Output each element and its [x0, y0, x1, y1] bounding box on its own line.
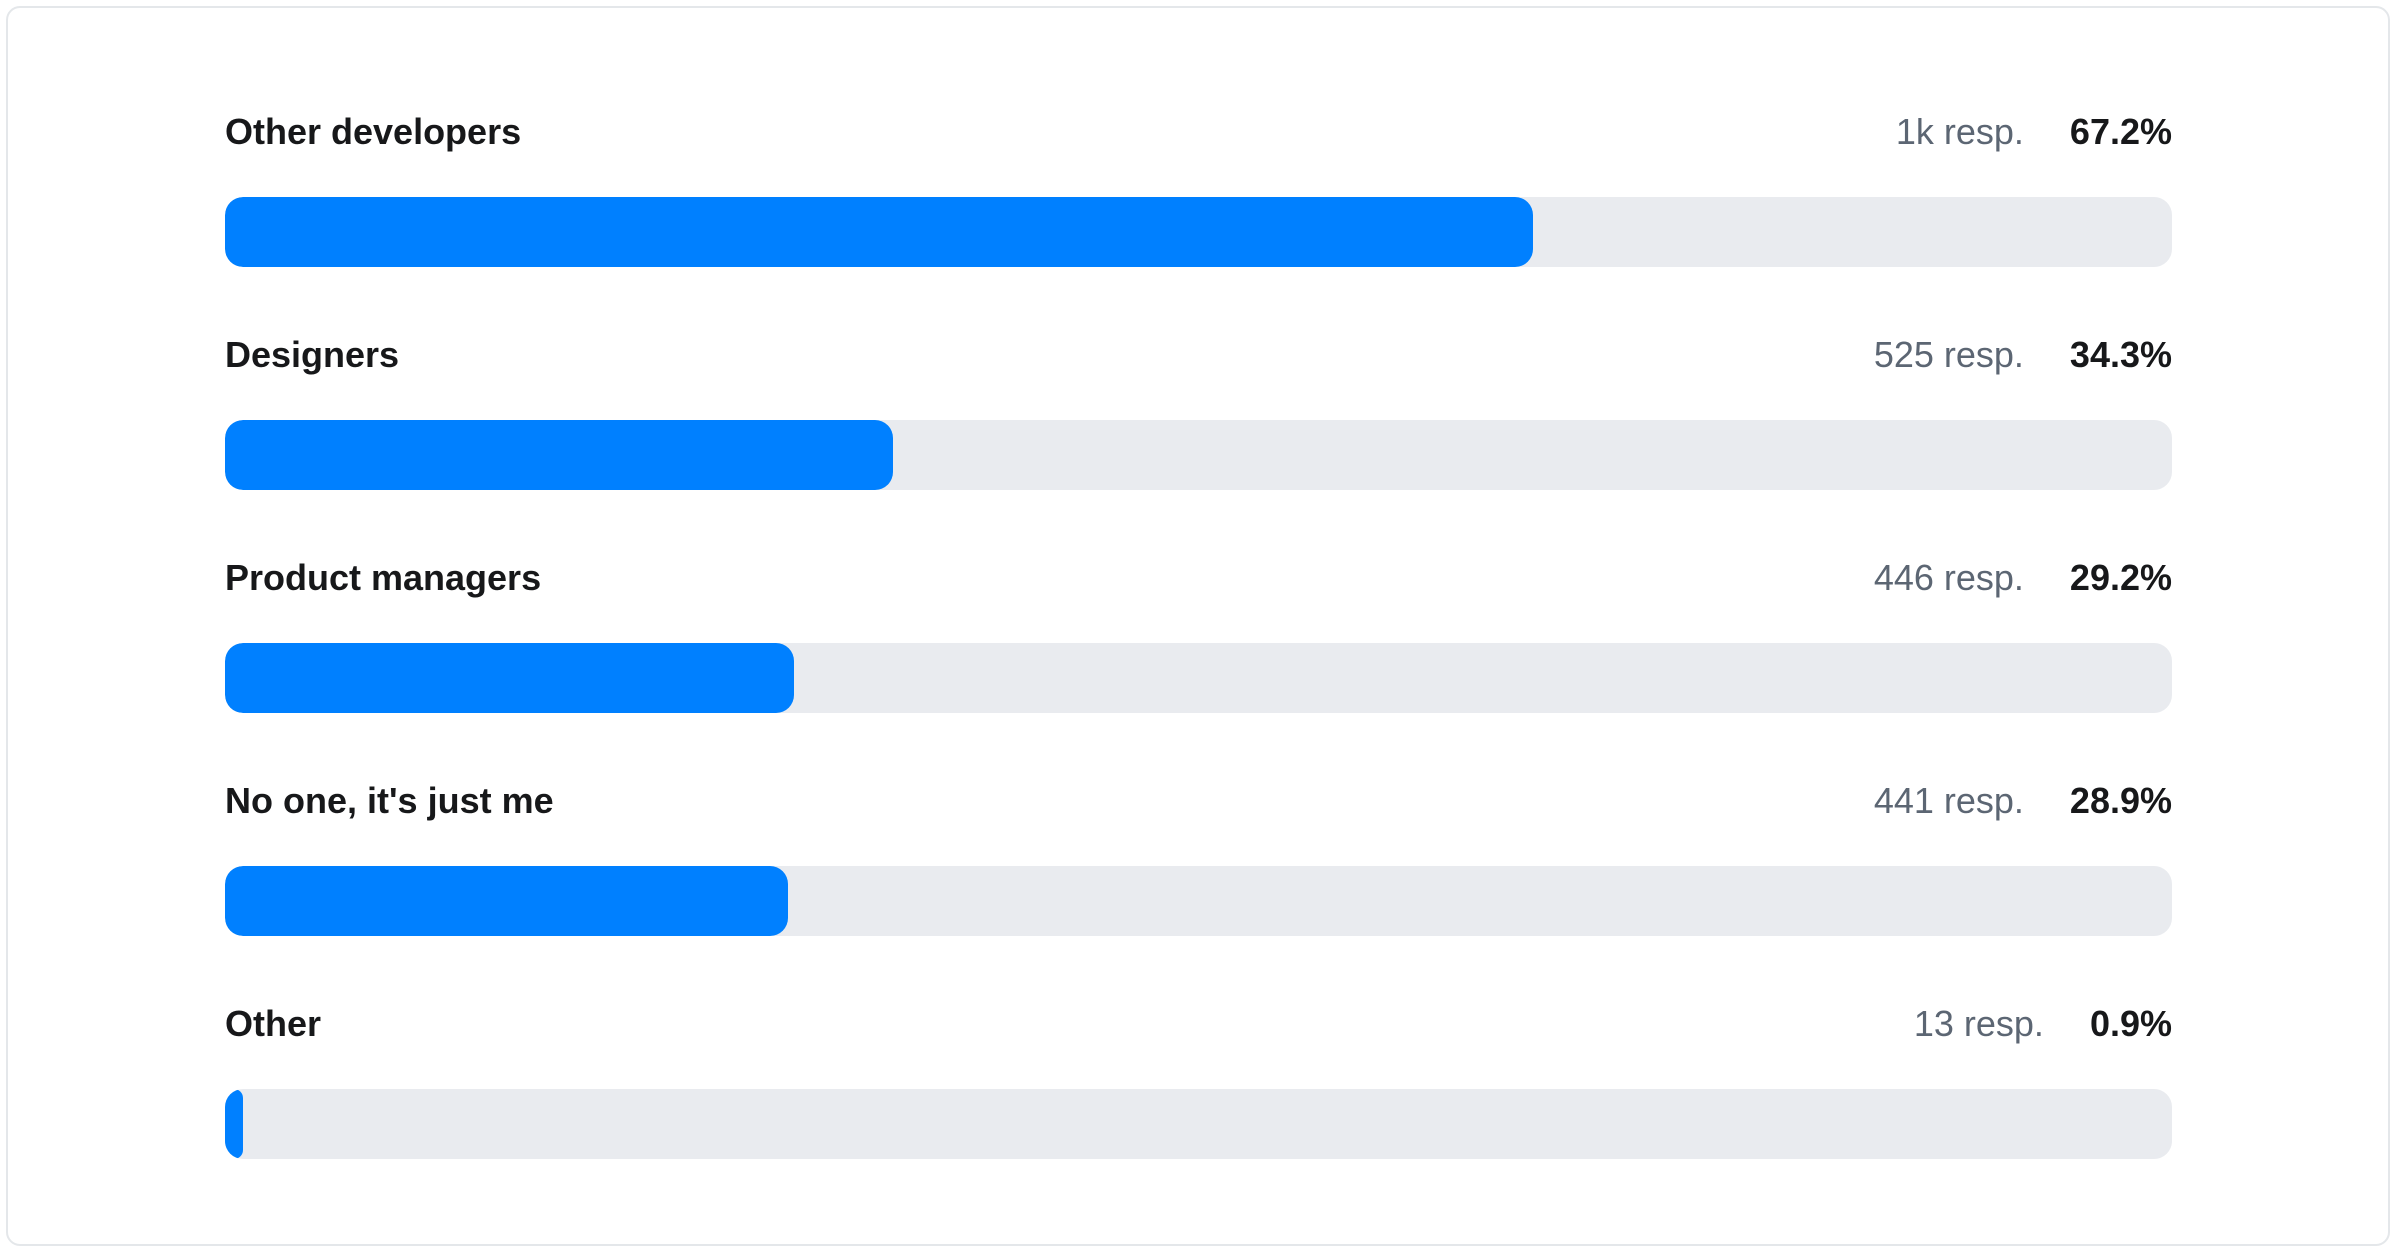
response-count: 525 resp. — [1873, 334, 2024, 375]
bar-fill — [225, 643, 794, 713]
survey-option-header: Product managers 446 resp. 29.2% — [225, 556, 2172, 600]
option-label: No one, it's just me — [225, 780, 554, 821]
survey-option-row: Other developers 1k resp. 67.2% — [225, 110, 2172, 267]
survey-option-header: Other 13 resp. 0.9% — [225, 1002, 2172, 1046]
survey-option-row: Product managers 446 resp. 29.2% — [225, 556, 2172, 713]
response-count: 446 resp. — [1873, 557, 2024, 598]
option-label: Designers — [225, 334, 400, 375]
option-percentage: 28.9% — [2069, 780, 2172, 821]
response-count: 13 resp. — [1913, 1003, 2044, 1044]
response-count: 1k resp. — [1895, 111, 2024, 152]
bar-track — [225, 197, 2172, 267]
bar-fill — [225, 866, 788, 936]
option-percentage: 67.2% — [2069, 111, 2172, 152]
survey-option-row: Other 13 resp. 0.9% — [225, 1002, 2172, 1159]
bar-fill — [225, 420, 893, 490]
option-percentage: 29.2% — [2069, 557, 2172, 598]
survey-option-header: Designers 525 resp. 34.3% — [225, 333, 2172, 377]
bar-track — [225, 420, 2172, 490]
option-percentage: 34.3% — [2069, 334, 2172, 375]
bar-track — [225, 1089, 2172, 1159]
response-count: 441 resp. — [1873, 780, 2024, 821]
option-label: Other developers — [225, 111, 522, 152]
survey-results-card: Other developers 1k resp. 67.2% Designer… — [6, 6, 2390, 1246]
survey-option-row: Designers 525 resp. 34.3% — [225, 333, 2172, 490]
bar-fill — [225, 1089, 243, 1159]
survey-option-header: Other developers 1k resp. 67.2% — [225, 110, 2172, 154]
option-label: Other — [225, 1003, 322, 1044]
survey-option-header: No one, it's just me 441 resp. 28.9% — [225, 779, 2172, 823]
option-percentage: 0.9% — [2089, 1003, 2172, 1044]
bar-fill — [225, 197, 1534, 267]
option-label: Product managers — [225, 557, 542, 598]
survey-option-row: No one, it's just me 441 resp. 28.9% — [225, 779, 2172, 936]
survey-results-list: Other developers 1k resp. 67.2% Designer… — [225, 110, 2172, 1159]
bar-track — [225, 866, 2172, 936]
bar-track — [225, 643, 2172, 713]
